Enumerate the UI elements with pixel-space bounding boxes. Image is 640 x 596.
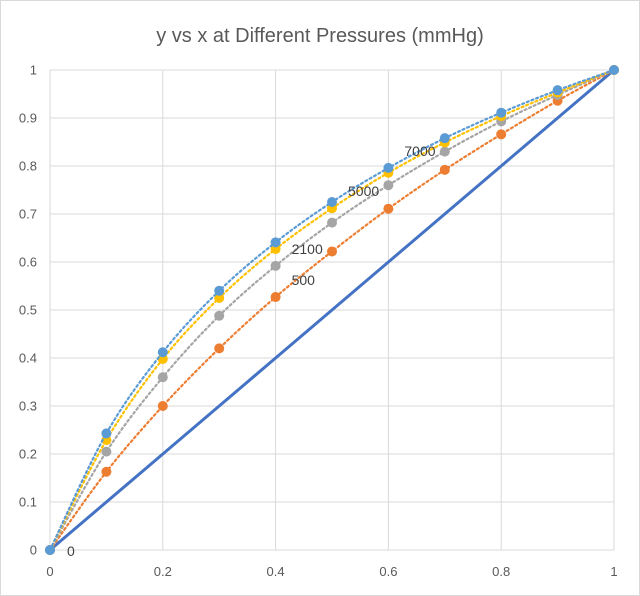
data-point — [496, 129, 507, 140]
data-point — [214, 343, 225, 354]
data-point — [101, 428, 112, 439]
data-point — [214, 310, 225, 321]
y-tick-label: 0 — [30, 543, 37, 558]
data-point — [214, 293, 225, 303]
data-point — [609, 65, 619, 75]
data-point — [439, 133, 450, 144]
data-point — [327, 197, 337, 207]
series-group — [45, 65, 619, 555]
series-label-2100: 2100 — [292, 241, 323, 257]
data-point — [157, 372, 168, 383]
data-point — [157, 347, 168, 358]
data-point — [101, 466, 112, 477]
y-tick-label: 0.5 — [19, 303, 37, 318]
y-tick-label: 0.7 — [19, 207, 37, 222]
series-0 — [49, 68, 615, 552]
y-tick-label: 0.6 — [19, 255, 37, 270]
y-tick-label: 1 — [30, 63, 37, 78]
grid — [49, 69, 615, 551]
data-point — [383, 203, 394, 214]
axes: 0 0.2 0.4 0.6 0.8 1 0 0.1 0.2 0.3 0.4 0.5 0.6 0.7 0.8 0… — [19, 63, 618, 580]
x-tick-label: 0.6 — [379, 564, 397, 579]
data-point — [439, 164, 450, 175]
y-tick-label: 0.8 — [19, 159, 37, 174]
series-label-500: 500 — [292, 272, 316, 288]
data-point — [552, 85, 563, 96]
origin-point — [45, 545, 55, 555]
y-tick-label: 0.3 — [19, 399, 37, 414]
data-point — [496, 107, 507, 118]
data-point — [101, 446, 112, 457]
data-point — [383, 162, 394, 173]
series-labels: 0 500 2100 5000 7000 — [67, 143, 436, 559]
data-point — [270, 260, 281, 271]
series-label-0: 0 — [67, 543, 75, 559]
data-point — [214, 285, 225, 296]
x-tick-label: 0.4 — [267, 564, 285, 579]
series-line-0 — [49, 68, 615, 552]
x-tick-label: 1 — [610, 564, 617, 579]
x-tick-label: 0.2 — [154, 564, 172, 579]
x-tick-label: 0 — [46, 564, 53, 579]
data-point — [439, 146, 450, 157]
series-label-5000: 5000 — [348, 183, 379, 199]
data-point — [157, 401, 168, 411]
y-tick-label: 0.4 — [19, 351, 37, 366]
data-point — [327, 217, 337, 228]
y-tick-label: 0.9 — [19, 111, 37, 126]
series-label-7000: 7000 — [404, 143, 435, 159]
x-tick-label: 0.8 — [492, 564, 510, 579]
data-point — [270, 292, 281, 303]
data-point — [270, 237, 281, 248]
data-point — [383, 180, 394, 191]
y-tick-label: 0.2 — [19, 447, 37, 462]
data-point — [327, 246, 337, 257]
y-tick-label: 0.1 — [19, 495, 37, 510]
chart-title: y vs x at Different Pressures (mmHg) — [156, 25, 483, 47]
